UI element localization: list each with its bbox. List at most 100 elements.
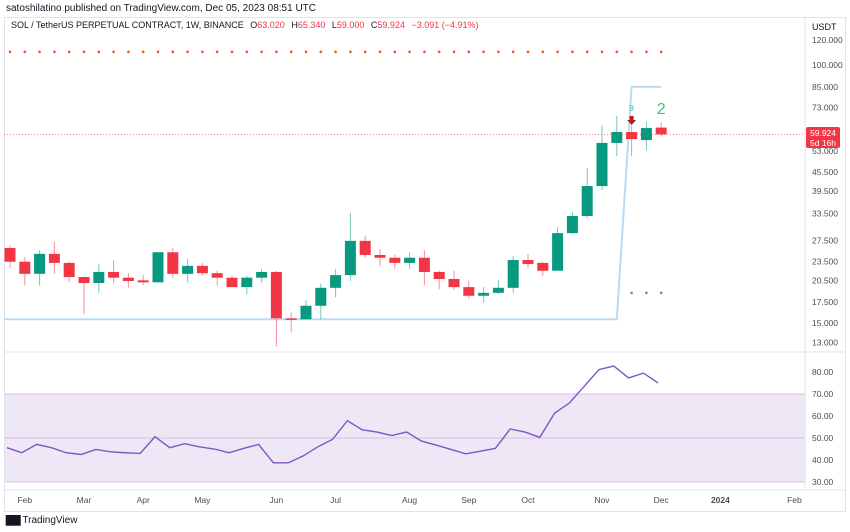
open-label: O: [250, 20, 258, 30]
candle-body: [34, 253, 46, 274]
chart-frame: [4, 17, 846, 512]
upper-signal-dot: [141, 50, 145, 54]
upper-signal-dot: [260, 50, 263, 54]
upper-signal-dot: [585, 50, 589, 54]
candle-body: [359, 240, 371, 255]
candle-body: [552, 233, 564, 271]
candle-body: [611, 132, 623, 143]
tradingview-brand: TradingView: [22, 515, 78, 526]
upper-signal-dot: [659, 50, 663, 54]
candle-body: [374, 254, 386, 258]
candle-body: [463, 287, 475, 296]
candle-body: [566, 215, 578, 234]
last-price-badge: [806, 127, 840, 148]
price-tick-label: 23.500: [812, 257, 838, 267]
time-tick-label: Aug: [402, 495, 417, 505]
time-tick-label: Nov: [594, 495, 610, 505]
upper-signal-dot: [526, 50, 530, 54]
candle-body: [492, 287, 504, 293]
candle-body: [330, 275, 342, 288]
open-value: 63.020: [257, 20, 285, 30]
candle-body: [226, 277, 238, 288]
price-tick-label: 120.000: [812, 35, 843, 45]
price-tick-label: 17.500: [812, 297, 838, 307]
low-value: 59.000: [336, 20, 365, 30]
candle-body: [241, 277, 253, 288]
candle-body: [270, 271, 282, 319]
candle-body: [4, 247, 16, 262]
upper-signal-dot: [349, 50, 352, 54]
rsi-tick-label: 40.00: [812, 455, 834, 465]
candle-body: [507, 260, 519, 288]
time-tick-label: Apr: [137, 495, 150, 505]
sequence-9-label: 9: [629, 104, 634, 113]
upper-signal-dot: [408, 50, 411, 54]
upper-signal-dot: [230, 50, 234, 54]
arrow-down-icon: [627, 116, 637, 125]
upper-signal-dot: [186, 50, 189, 54]
symbol-title[interactable]: SOL / TetherUS PERPETUAL CONTRACT, 1W, B…: [11, 20, 244, 30]
upper-signal-dot: [541, 50, 545, 54]
tradingview-logo[interactable]: ▇▇ TradingView: [6, 515, 77, 526]
candle-body: [152, 252, 164, 283]
lower-signal-dot: [645, 291, 648, 295]
rsi-line: [6, 365, 659, 464]
price-tick-label: 27.500: [812, 235, 838, 245]
time-tick-label: May: [194, 495, 211, 505]
upper-signal-dot: [8, 50, 12, 54]
rsi-tick-label: 30.00: [812, 477, 834, 487]
candle-body: [108, 271, 120, 278]
supertrend-line: [4, 85, 662, 321]
upper-signal-dot: [334, 50, 337, 54]
upper-signal-dot: [67, 50, 71, 54]
upper-signal-dot: [363, 50, 367, 54]
candle-body: [626, 132, 638, 140]
candle-body: [48, 253, 60, 263]
price-tick-label: 39.500: [812, 186, 838, 196]
price-tick-label: 53.000: [812, 146, 838, 156]
upper-signal-dot: [127, 50, 130, 54]
close-value: 59.924: [377, 20, 405, 30]
candle-body: [448, 279, 460, 288]
currency-label[interactable]: USDT: [812, 22, 837, 32]
rsi-tick-label: 70.00: [812, 389, 834, 399]
price-tick-label: 13.000: [812, 337, 838, 347]
time-tick-label: Feb: [17, 495, 32, 505]
high-label: H: [291, 20, 298, 30]
lower-signal-dot: [659, 291, 663, 295]
candle-body: [256, 271, 268, 278]
candle-body: [93, 271, 105, 284]
upper-signal-dot: [53, 50, 56, 54]
upper-signal-dot: [452, 50, 456, 54]
price-tick-label: 45.500: [812, 167, 838, 177]
upper-signal-dot: [482, 50, 485, 54]
price-tick-label: 73.000: [812, 103, 838, 113]
candle-body: [211, 273, 223, 278]
candle-body: [389, 257, 401, 263]
upper-signal-dot: [556, 50, 559, 54]
last-price-value: 59.924: [810, 128, 836, 138]
candle-body: [300, 305, 312, 320]
upper-signal-dot: [615, 50, 619, 54]
time-tick-label: Feb: [787, 495, 802, 505]
time-tick-label: Jul: [330, 495, 341, 505]
time-tick-label: Dec: [654, 495, 670, 505]
candle-body: [167, 252, 179, 274]
candle-body: [285, 318, 297, 320]
candle-body: [137, 280, 149, 283]
time-tick-label: 2024: [711, 495, 730, 505]
upper-signal-dot: [201, 50, 204, 54]
price-tick-label: 33.500: [812, 209, 838, 219]
candle-body: [418, 257, 430, 272]
lower-signal-dot: [630, 291, 633, 295]
publisher-line: satoshilatino published on TradingView.c…: [6, 3, 317, 14]
upper-signal-dot: [275, 50, 278, 54]
candle-body: [640, 128, 652, 141]
low-label: L: [331, 20, 337, 30]
upper-signal-dot: [97, 50, 101, 54]
upper-signal-dot: [630, 50, 633, 54]
upper-signal-dot: [156, 50, 160, 54]
upper-signal-dot: [245, 50, 249, 54]
candle-body: [478, 292, 490, 296]
